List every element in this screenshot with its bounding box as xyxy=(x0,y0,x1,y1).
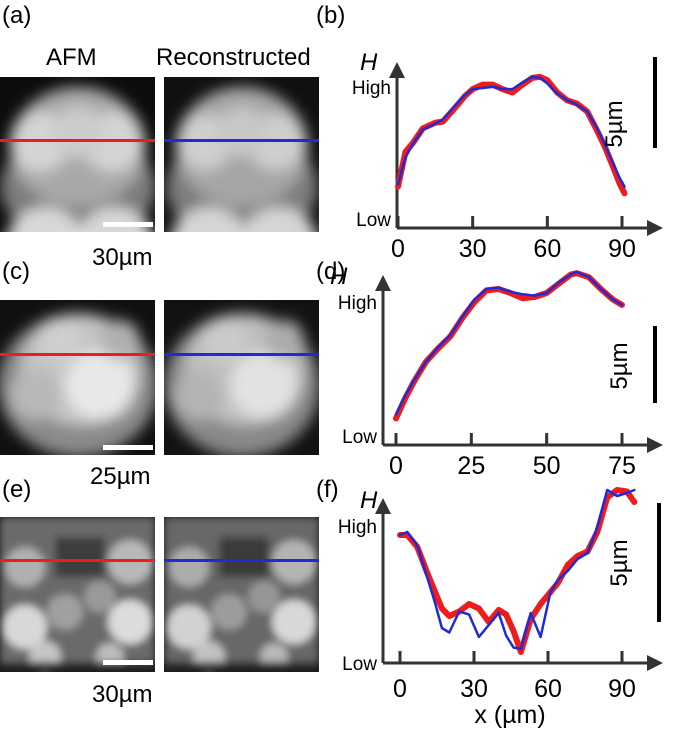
vertical-scale-label: 5µm xyxy=(606,539,633,586)
y-axis-arrow xyxy=(375,275,391,291)
scale-bar xyxy=(103,660,153,665)
panel-label-e: (e) xyxy=(2,476,32,503)
x-tick-label: 90 xyxy=(608,235,636,263)
y-axis-label: H xyxy=(330,263,348,290)
x-tick-label: 60 xyxy=(533,235,561,263)
afm-image-c xyxy=(0,300,155,455)
x-axis-arrow xyxy=(647,220,663,236)
afm-image-a xyxy=(0,77,155,232)
panel-label-c: (c) xyxy=(2,258,30,285)
panel-label-d: (d) xyxy=(316,258,346,285)
y-axis-arrow xyxy=(375,498,391,514)
afm-profile-series xyxy=(397,487,638,655)
afm-image-e xyxy=(0,517,155,672)
reconstructed-profile-series xyxy=(396,75,626,188)
x-tick-label: 75 xyxy=(608,452,636,480)
scale-bar xyxy=(103,445,153,450)
y-tick-label-high: High xyxy=(352,78,391,99)
x-tick-label: 25 xyxy=(457,452,485,480)
y-axis-label: H xyxy=(360,487,378,514)
afm-profile-series xyxy=(393,270,625,422)
reconstructed-profile-series xyxy=(398,488,636,651)
reconstructed-profile-line xyxy=(164,139,319,142)
panel-label-f: (f) xyxy=(316,476,339,503)
reconstructed-profile-series xyxy=(394,270,624,416)
y-tick-label-low: Low xyxy=(356,210,391,231)
scale-label-e: 30µm xyxy=(92,681,153,708)
x-tick-label: 0 xyxy=(393,675,407,703)
x-tick-label: 50 xyxy=(533,452,561,480)
reconstructed-image-e xyxy=(164,517,319,672)
x-tick-label: 0 xyxy=(391,235,405,263)
panel-label-b: (b) xyxy=(316,2,346,29)
afm-profile-series xyxy=(395,73,628,197)
x-tick-label: 90 xyxy=(608,675,636,703)
reconstructed-header: Reconstructed xyxy=(156,44,311,71)
x-tick-label: 0 xyxy=(389,452,403,480)
reconstructed-image-c xyxy=(164,300,319,455)
x-tick-label: 30 xyxy=(460,675,488,703)
afm-header: AFM xyxy=(46,44,97,71)
y-tick-label-low: Low xyxy=(342,427,377,448)
x-axis-arrow xyxy=(647,655,663,671)
x-axis-label: x (µm) xyxy=(474,701,545,729)
reconstructed-profile-line xyxy=(164,559,319,562)
afm-profile-line xyxy=(0,559,155,562)
y-axis-label: H xyxy=(360,49,378,76)
afm-profile-line xyxy=(0,353,155,356)
y-tick-label-high: High xyxy=(338,517,377,538)
vertical-scale-label: 5µm xyxy=(606,342,633,389)
scale-label-a: 30µm xyxy=(92,244,153,271)
panel-label-a: (a) xyxy=(2,2,32,29)
x-axis-arrow xyxy=(647,437,663,453)
scale-label-c: 25µm xyxy=(90,463,151,490)
afm-profile-line xyxy=(0,139,155,142)
vertical-scale-label: 5µm xyxy=(601,100,628,147)
reconstructed-image-a xyxy=(164,77,319,232)
reconstructed-profile-line xyxy=(164,353,319,356)
y-axis-arrow xyxy=(389,62,405,78)
y-tick-label-high: High xyxy=(338,293,377,314)
x-tick-label: 60 xyxy=(534,675,562,703)
scale-bar xyxy=(103,222,153,227)
y-tick-label-low: Low xyxy=(342,654,377,675)
x-tick-label: 30 xyxy=(459,235,487,263)
